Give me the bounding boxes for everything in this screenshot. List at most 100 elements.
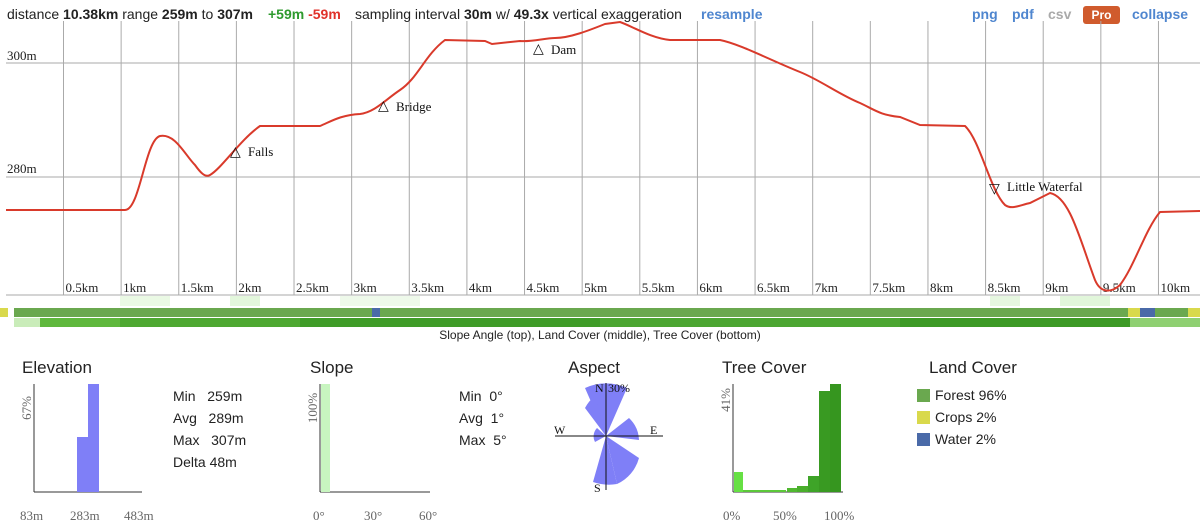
elevation-y-max: 67% bbox=[19, 396, 34, 420]
tree-x-label-2: 100% bbox=[824, 508, 855, 523]
stat-label: Delta bbox=[173, 454, 206, 470]
distance-readout: distance 10.38km range 259m to 307m bbox=[7, 6, 253, 22]
stat-label: Min bbox=[173, 388, 196, 404]
tree-bar-mid bbox=[787, 488, 797, 492]
strip-land-segment bbox=[1155, 308, 1188, 317]
marker-bridge[interactable]: △ Bridge bbox=[378, 99, 432, 114]
collapse-link[interactable]: collapse bbox=[1132, 6, 1189, 22]
stat-value: 289m bbox=[208, 410, 244, 426]
elevation-profile-chart[interactable]: 300m 280m 0.5km 1km 1.5km 2km 2.5km 3km 3.5km 4… bbox=[0, 20, 1200, 300]
marker-dam[interactable]: △ Dam bbox=[533, 42, 576, 57]
interval-value: 30m bbox=[463, 6, 492, 22]
stat-label: Max bbox=[173, 432, 200, 448]
x-label-2.5km: 2.5km bbox=[296, 280, 329, 295]
strip-slope-segment bbox=[1020, 296, 1060, 306]
aspect-petal-s bbox=[593, 436, 617, 485]
resample-link[interactable]: resample bbox=[701, 6, 763, 22]
stat-label: Min bbox=[459, 388, 482, 404]
elevation-bar-2 bbox=[88, 384, 99, 492]
x-label-7km: 7km bbox=[815, 280, 838, 295]
stat-value: 307m bbox=[211, 432, 247, 448]
x-label-6.5km: 6.5km bbox=[757, 280, 790, 295]
stat-label: Avg bbox=[173, 410, 197, 426]
stat-value: 5° bbox=[493, 432, 507, 448]
exag-suffix: vertical exaggeration bbox=[552, 6, 682, 22]
stat-value: 48m bbox=[209, 454, 237, 470]
x-label-3.5km: 3.5km bbox=[411, 280, 444, 295]
strip-slope-segment bbox=[230, 296, 260, 306]
tree-cover-title: Tree Cover bbox=[722, 358, 807, 377]
slope-angle-strip bbox=[0, 296, 1200, 306]
marker-falls-symbol: △ bbox=[230, 145, 241, 160]
tree-bar-top bbox=[830, 384, 841, 492]
marker-falls-label: Falls bbox=[248, 144, 273, 159]
strip-tree-segment bbox=[900, 318, 1130, 327]
strip-land-segment bbox=[14, 308, 372, 317]
tree-cover-histogram: 41% bbox=[718, 384, 843, 493]
range-min: 259m bbox=[161, 6, 198, 22]
marker-little-waterfal[interactable]: ▽ Little Waterfal bbox=[989, 179, 1083, 197]
strip-tree-segment bbox=[0, 318, 14, 327]
slope-x-label-2: 60° bbox=[419, 508, 438, 523]
strip-land-segment bbox=[372, 308, 380, 317]
slope-title: Slope bbox=[310, 358, 354, 377]
png-link[interactable]: png bbox=[972, 6, 998, 22]
terrain-strips[interactable] bbox=[0, 296, 1200, 328]
tree-bar-higher bbox=[819, 391, 830, 492]
aspect-s-label: S bbox=[594, 481, 601, 495]
elevation-stat-max: Max 307m bbox=[173, 432, 246, 448]
exag-value: 49.3x bbox=[513, 6, 549, 22]
x-label-1.5km: 1.5km bbox=[181, 280, 214, 295]
slope-bar-1 bbox=[321, 384, 330, 492]
stat-value: 0° bbox=[489, 388, 503, 404]
strip-slope-segment bbox=[340, 296, 420, 306]
elevation-loss: -59m bbox=[308, 6, 341, 22]
range-to: to bbox=[201, 6, 214, 22]
x-label-10km: 10km bbox=[1160, 280, 1190, 295]
water-label: Water 2% bbox=[935, 431, 996, 447]
stat-value: 1° bbox=[490, 410, 505, 426]
x-label-1km: 1km bbox=[123, 280, 146, 295]
tree-x-label-1: 50% bbox=[773, 508, 797, 523]
strip-slope-segment bbox=[1110, 296, 1200, 306]
sampling-readout: sampling interval 30m w/ 49.3x vertical … bbox=[355, 6, 682, 22]
strip-tree-segment bbox=[14, 318, 40, 327]
profile-x-labels: 0.5km 1km 1.5km 2km 2.5km 3km 3.5km 4km 4.5km 5km… bbox=[66, 280, 1191, 295]
aspect-petal-nw bbox=[585, 396, 606, 436]
crops-swatch bbox=[917, 411, 930, 424]
x-label-9km: 9km bbox=[1045, 280, 1068, 295]
marker-little-waterfal-label: Little Waterfal bbox=[1007, 179, 1083, 194]
strip-slope-segment bbox=[260, 296, 340, 306]
crops-label: Crops 2% bbox=[935, 409, 997, 425]
forest-label: Forest 96% bbox=[935, 387, 1007, 403]
profile-toolbar: distance 10.38km range 259m to 307m +59m… bbox=[0, 0, 1200, 30]
x-label-9.5km: 9.5km bbox=[1103, 280, 1136, 295]
x-label-6km: 6km bbox=[699, 280, 722, 295]
aspect-rose: N 30% S E W bbox=[554, 381, 663, 495]
x-label-4.5km: 4.5km bbox=[527, 280, 560, 295]
tree-cover-y-max: 41% bbox=[718, 388, 733, 412]
y-label-280m: 280m bbox=[7, 161, 37, 176]
water-swatch bbox=[917, 433, 930, 446]
x-label-7.5km: 7.5km bbox=[872, 280, 905, 295]
x-label-5.5km: 5.5km bbox=[642, 280, 675, 295]
tree-bar-low bbox=[743, 490, 786, 492]
strip-tree-segment bbox=[40, 318, 120, 327]
csv-link[interactable]: csv bbox=[1048, 6, 1072, 22]
aspect-w-label: W bbox=[554, 423, 566, 437]
marker-falls[interactable]: △ Falls bbox=[230, 144, 273, 160]
strip-slope-segment bbox=[1060, 296, 1110, 306]
x-label-8.5km: 8.5km bbox=[988, 280, 1021, 295]
aspect-title: Aspect bbox=[568, 358, 620, 377]
forest-swatch bbox=[917, 389, 930, 402]
tree-x-label-0: 0% bbox=[723, 508, 741, 523]
tree-bar-mid2 bbox=[797, 486, 808, 492]
elevation-x-label-2: 483m bbox=[124, 508, 154, 523]
tree-cover-strip bbox=[0, 318, 1200, 327]
stat-label: Avg bbox=[459, 410, 483, 426]
distance-label: distance bbox=[7, 6, 60, 22]
pdf-link[interactable]: pdf bbox=[1012, 6, 1034, 22]
strip-land-segment bbox=[1128, 308, 1140, 317]
strip-slope-segment bbox=[120, 296, 170, 306]
pro-badge[interactable]: Pro bbox=[1083, 6, 1120, 24]
